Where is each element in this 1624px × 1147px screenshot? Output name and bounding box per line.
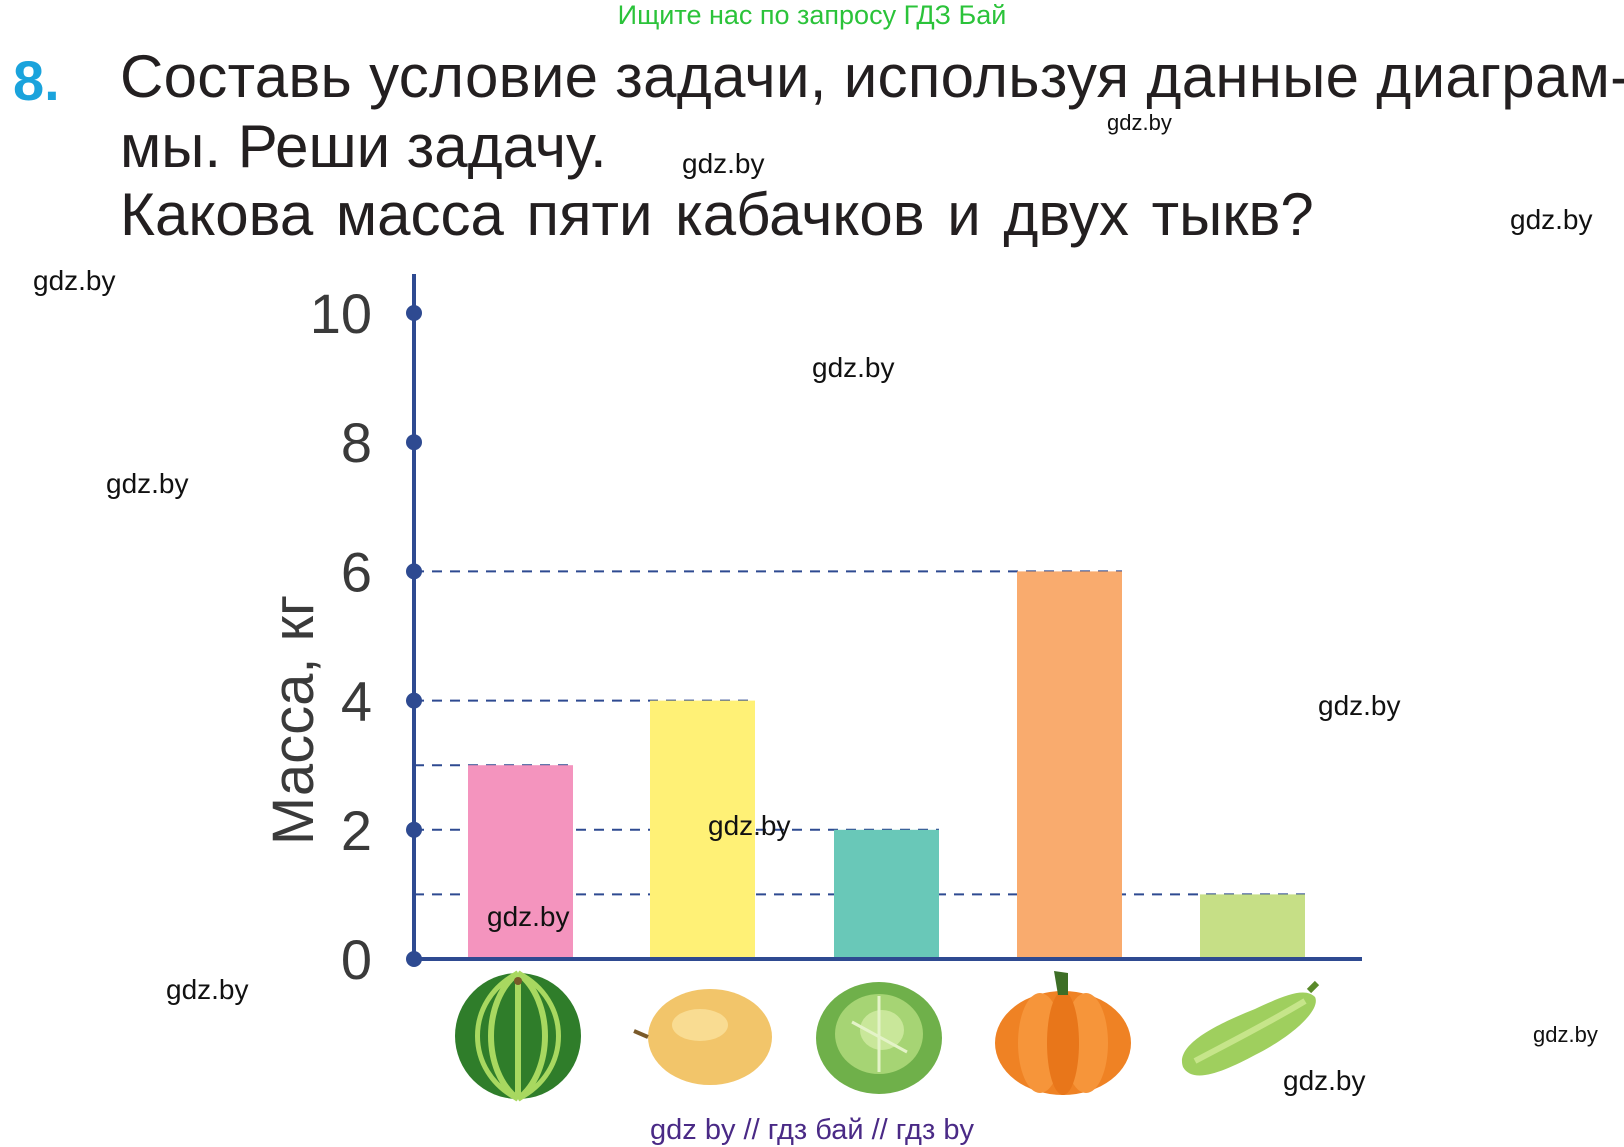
bar-melon: [650, 700, 755, 959]
y-tick-label: 2: [341, 799, 372, 862]
watermark: gdz.by: [1318, 690, 1401, 721]
watermark: gdz.by: [166, 974, 249, 1005]
y-tick-dot: [406, 563, 422, 580]
watermelon-icon: [455, 970, 581, 1102]
watermark: gdz.by: [487, 901, 570, 932]
y-tick-label: 8: [341, 411, 372, 474]
y-tick-label: 10: [310, 282, 372, 345]
y-tick-label: 0: [341, 928, 372, 991]
task-text-line-2: мы. Реши задачу.: [120, 113, 607, 180]
task-number: 8.: [13, 49, 60, 112]
watermark: gdz.by: [1510, 204, 1593, 235]
watermark: gdz.by: [682, 148, 765, 179]
watermark: gdz.by: [1107, 110, 1172, 135]
watermark: gdz.by: [1283, 1065, 1366, 1096]
watermark: gdz.by: [812, 352, 895, 383]
bar-watermelon: [468, 765, 573, 959]
bar-cabbage: [834, 829, 939, 959]
y-tick-label: 4: [341, 670, 372, 733]
y-tick-dot: [406, 692, 422, 709]
pumpkin-icon: [995, 971, 1131, 1095]
melon-icon: [633, 989, 772, 1085]
task-text-line-3: Какова масса пяти кабачков и двух тыкв?: [120, 181, 1314, 248]
y-tick-dot: [406, 951, 422, 967]
watermark: gdz.by: [1533, 1022, 1598, 1047]
bar-pumpkin: [1017, 571, 1122, 959]
y-axis-label: Масса, кг: [261, 595, 326, 845]
y-tick-label: 6: [341, 540, 372, 603]
cabbage-icon: [816, 982, 942, 1094]
watermark: gdz.by: [33, 265, 116, 296]
y-tick-dot: [406, 821, 422, 838]
y-tick-dot: [406, 305, 422, 321]
footer-note: gdz by // гдз бай // гдз by: [650, 1114, 974, 1146]
y-tick-dot: [406, 434, 422, 451]
bar-zucchini: [1200, 894, 1305, 959]
task-text-line-1: Составь условие задачи, используя данные…: [120, 43, 1624, 110]
watermark: gdz.by: [106, 468, 189, 499]
watermark: gdz.by: [708, 810, 791, 841]
header-note: Ищите нас по запросу ГДЗ Бай: [617, 0, 1007, 30]
zucchini-icon: [1181, 980, 1320, 1076]
